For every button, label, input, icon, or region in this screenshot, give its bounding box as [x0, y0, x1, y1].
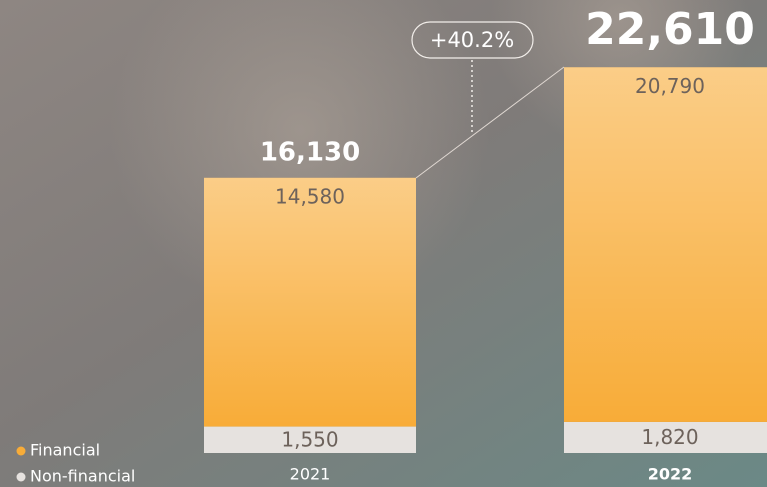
annotation: +40.2%: [430, 28, 514, 52]
total-label: 22,610: [585, 4, 755, 55]
legend-swatch: [17, 473, 26, 482]
value-label: 14,580: [275, 184, 345, 208]
bar-sheen: [204, 178, 416, 427]
bar-sheen: [564, 67, 767, 422]
value-label: 1,820: [641, 425, 698, 449]
legend-label: Non-financial: [30, 467, 135, 486]
total-label: 16,130: [260, 138, 360, 168]
value-label: 20,790: [635, 74, 705, 98]
legend-label: Financial: [30, 441, 100, 460]
legend-swatch: [17, 447, 26, 456]
x-tick-label: 2022: [648, 465, 693, 484]
value-label: 1,550: [281, 427, 338, 451]
chart: +40.2% 1,550 14,580 16,130 2021 1,820 20,790 2…: [0, 0, 767, 487]
x-tick-label: 2021: [290, 465, 331, 484]
